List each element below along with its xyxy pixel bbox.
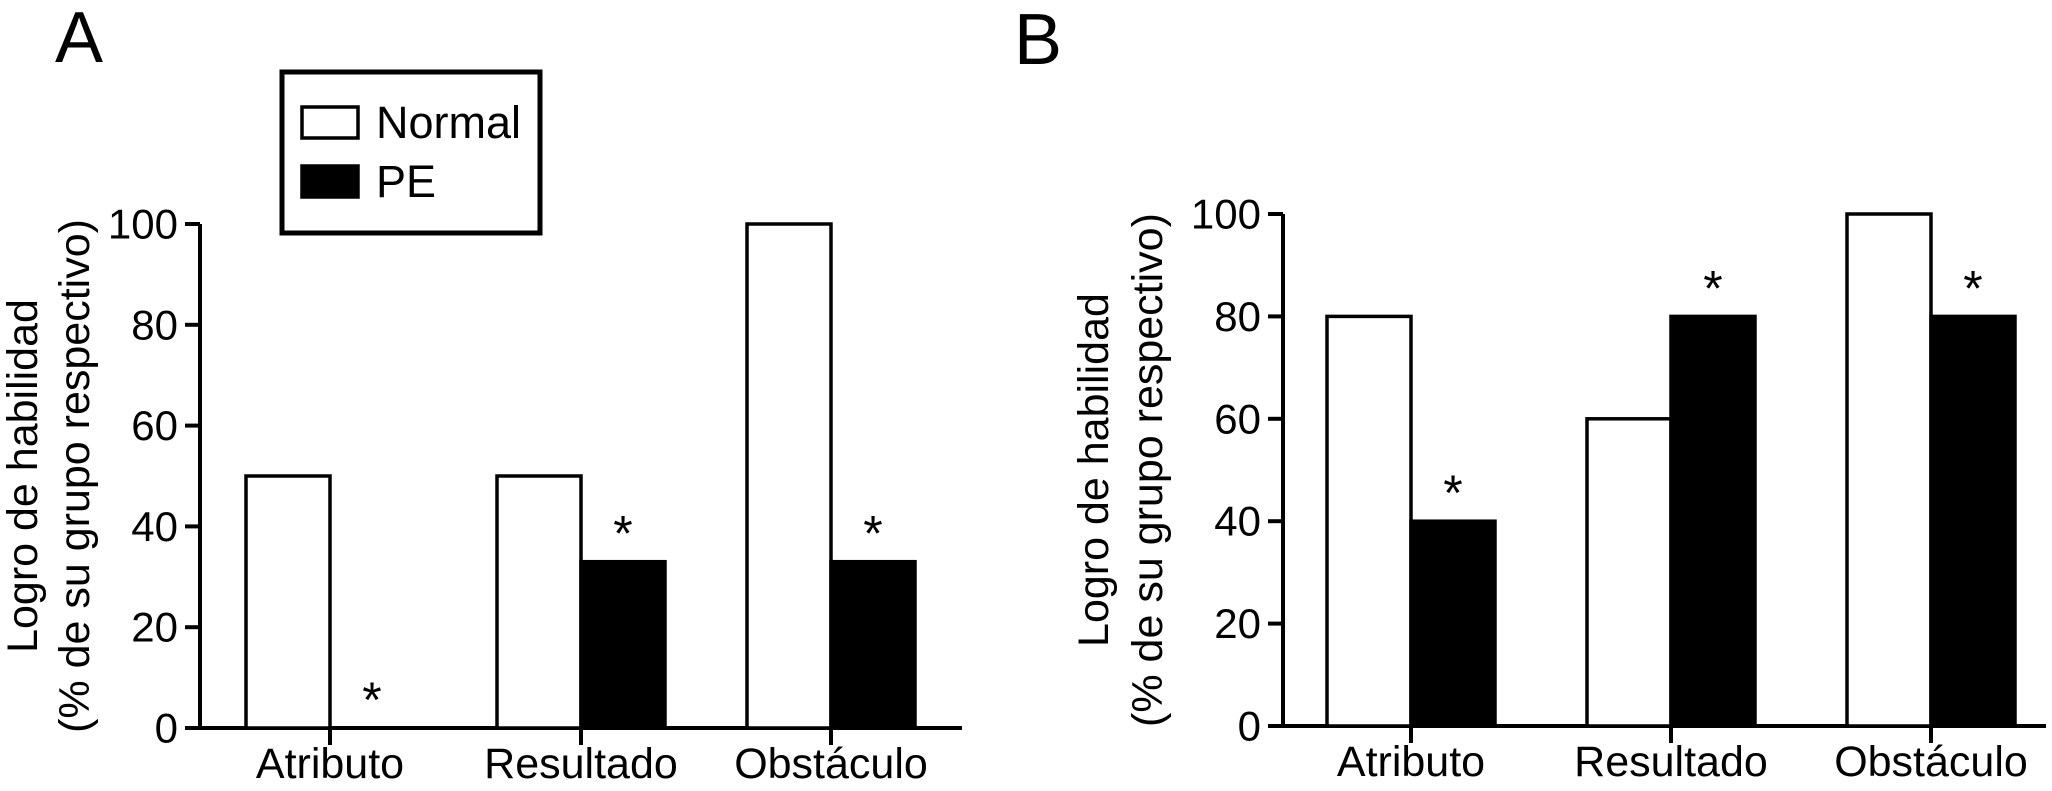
panel-b-category-label: Obstáculo [1834,738,2028,786]
panel-b-y-tick-label: 80 [1214,293,1261,340]
panel-b-y-tick-label: 0 [1238,703,1261,750]
panel-a-category-label: Atributo [256,740,404,788]
panel-b-category-label: Atributo [1337,738,1485,786]
panel-a-y-tick-label: 80 [131,301,178,348]
panel-a-legend-swatch-pe [300,164,360,199]
panel-a-bar-normal-1 [244,474,332,730]
panel-a-y-tick-label: 20 [131,604,178,651]
panel-a-y-tick-label: 60 [131,402,178,449]
panel-a-y-axis-label-line2: (% de su grupo respectivo) [51,219,99,733]
panel-b-y-tick-label: 20 [1214,600,1261,647]
panel-a-significance-asterisk: * [863,506,882,562]
panel-a-bar-pe-2 [579,559,667,730]
panel-b-significance-asterisk: * [1703,260,1722,316]
panel-a-bar-normal-2 [495,474,583,730]
panel-a-y-tick-label: 0 [155,705,178,752]
panel-a-significance-asterisk: * [613,506,632,562]
panel-b-y-tick-label: 40 [1214,498,1261,545]
panel-a-y-tick-label: 40 [131,503,178,550]
panel-a-letter: A [55,0,103,78]
panel-a-category-label: Resultado [484,740,678,788]
panel-b-bar-normal-1 [1325,314,1413,728]
panel-a-category-label: Obstáculo [734,740,928,788]
panel-b-significance-asterisk: * [1443,465,1462,521]
panel-b-y-tick-label: 60 [1214,395,1261,442]
panel-b-bar-pe-1 [1409,519,1497,728]
panel-b-bar-pe-3 [1929,314,2017,728]
panel-b-significance-asterisk: * [1963,260,1982,316]
panel-a-bar-normal-3 [745,222,833,730]
panel-a-y-tick-label: 100 [108,201,178,248]
panel-a-significance-asterisk: * [362,672,381,728]
panel-b-y-axis-label-line1: Logro de habilidad [1070,293,1118,647]
panel-b-bar-normal-3 [1845,212,1933,728]
panel-b-bar-pe-2 [1669,314,1757,728]
panel-a-legend-label-normal: Normal [376,97,521,148]
panel-b-bar-normal-2 [1585,417,1673,728]
panel-a-legend-label-pe: PE [376,156,436,207]
panel-b-letter: B [1014,0,1062,80]
panel-b-y-tick-label: 100 [1191,191,1261,238]
panel-a-legend-swatch-normal [300,105,360,140]
panel-a-y-axis-label-line1: Logro de habilidad [0,299,47,653]
panel-b-y-axis-label-line2: (% de su grupo respectivo) [1124,213,1172,727]
panel-a-bar-pe-3 [829,559,917,730]
panel-a-legend-box [279,69,543,236]
panel-b-category-label: Resultado [1574,738,1768,786]
